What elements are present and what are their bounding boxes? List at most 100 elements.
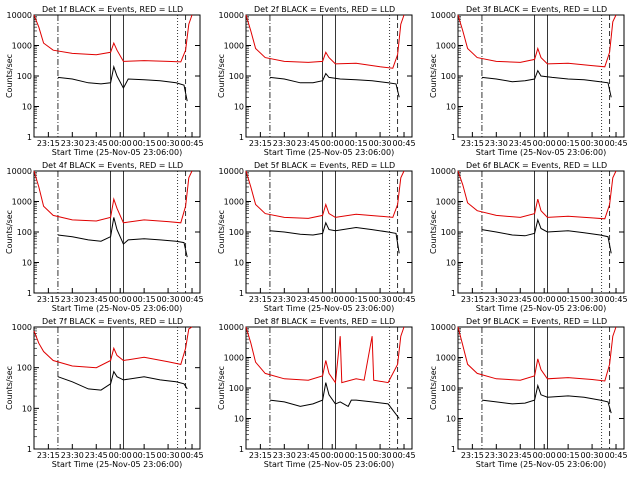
x-tick-label: 23:30 — [61, 139, 84, 148]
y-tick-label: 10000 — [431, 323, 456, 332]
y-tick-label: 10 — [234, 259, 244, 268]
x-axis-label: Start Time (25-Nov-05 23:06:00) — [264, 460, 394, 469]
panel-title: Det 8f BLACK = Events, RED = LLD — [254, 317, 395, 326]
panel-title: Det 9f BLACK = Events, RED = LLD — [466, 317, 607, 326]
panel-title: Det 7f BLACK = Events, RED = LLD — [42, 317, 183, 326]
x-tick-label: 00:45 — [180, 451, 203, 460]
x-tick-label: 00:30 — [157, 139, 180, 148]
y-tick-label: 10 — [234, 415, 244, 424]
y-axis-label: Counts/sec — [217, 210, 226, 254]
y-tick-label: 1000 — [224, 198, 244, 207]
plot-frame — [457, 326, 625, 450]
x-tick-label: 23:30 — [273, 451, 296, 460]
y-tick-label: 1000 — [436, 42, 456, 51]
y-tick-label: 10 — [22, 103, 32, 112]
x-tick-label: 00:15 — [557, 139, 580, 148]
plot-frame — [245, 14, 413, 138]
x-tick-label: 23:15 — [461, 451, 484, 460]
x-tick-label: 00:45 — [392, 139, 415, 148]
x-tick-label: 23:45 — [297, 451, 320, 460]
y-tick-label: 10 — [22, 259, 32, 268]
y-tick-label: 1 — [451, 445, 456, 454]
panel-title: Det 3f BLACK = Events, RED = LLD — [466, 5, 607, 14]
x-tick-label: 00:00 — [109, 451, 132, 460]
y-tick-label: 1000 — [12, 198, 32, 207]
y-tick-label: 1 — [239, 445, 244, 454]
y-axis-label: Counts/sec — [429, 54, 438, 98]
y-tick-label: 1 — [27, 133, 32, 142]
x-tick-label: 00:00 — [321, 139, 344, 148]
black-events-series — [57, 64, 188, 102]
x-tick-label: 23:45 — [85, 451, 108, 460]
panel-4: Det 4f BLACK = Events, RED = LLD 1 10 100 10… — [5, 161, 204, 313]
y-axis-label: Counts/sec — [429, 366, 438, 410]
x-axis-label: Start Time (25-Nov-05 23:06:00) — [52, 304, 182, 313]
y-axis-label: Counts/sec — [5, 366, 14, 410]
y-tick-label: 10 — [446, 415, 456, 424]
x-tick-label: 00:00 — [533, 139, 556, 148]
x-tick-label: 00:00 — [533, 451, 556, 460]
x-tick-label: 00:30 — [157, 451, 180, 460]
x-tick-label: 00:30 — [369, 295, 392, 304]
x-tick-label: 00:15 — [557, 295, 580, 304]
x-tick-label: 23:45 — [297, 295, 320, 304]
y-tick-label: 1000 — [436, 354, 456, 363]
panel-title: Det 6f BLACK = Events, RED = LLD — [466, 161, 607, 170]
y-tick-label: 10 — [446, 259, 456, 268]
y-tick-label: 100 — [229, 384, 244, 393]
red-lld-series — [457, 14, 617, 68]
x-tick-label: 00:45 — [180, 139, 203, 148]
x-tick-label: 23:45 — [509, 139, 532, 148]
y-tick-label: 1 — [27, 445, 32, 454]
panel-title: Det 5f BLACK = Events, RED = LLD — [254, 161, 395, 170]
x-axis-label: Start Time (25-Nov-05 23:06:00) — [264, 304, 394, 313]
black-events-series — [269, 382, 400, 419]
x-tick-label: 23:30 — [485, 295, 508, 304]
x-tick-label: 23:30 — [61, 295, 84, 304]
black-events-series — [269, 72, 400, 98]
x-tick-label: 23:30 — [485, 139, 508, 148]
x-tick-label: 00:45 — [604, 295, 627, 304]
x-axis-label: Start Time (25-Nov-05 23:06:00) — [264, 148, 394, 157]
x-tick-label: 23:15 — [37, 451, 60, 460]
y-tick-label: 100 — [441, 384, 456, 393]
panel-6: Det 6f BLACK = Events, RED = LLD 1 10 100 10… — [429, 161, 628, 313]
y-tick-label: 100 — [441, 228, 456, 237]
panel-3: Det 3f BLACK = Events, RED = LLD 1 10 100 10… — [429, 5, 628, 157]
x-tick-label: 23:15 — [461, 139, 484, 148]
black-events-series — [57, 217, 188, 258]
red-lld-series — [245, 170, 405, 219]
black-events-series — [481, 69, 612, 98]
black-events-series — [269, 221, 400, 254]
x-tick-label: 23:45 — [509, 295, 532, 304]
plot-frame — [457, 170, 625, 294]
x-tick-label: 00:30 — [369, 451, 392, 460]
x-tick-label: 00:30 — [581, 139, 604, 148]
y-tick-label: 10000 — [219, 11, 244, 20]
x-tick-label: 00:00 — [321, 451, 344, 460]
y-tick-label: 100 — [17, 72, 32, 81]
x-tick-label: 00:30 — [157, 295, 180, 304]
x-tick-label: 00:45 — [180, 295, 203, 304]
panel-title: Det 4f BLACK = Events, RED = LLD — [42, 161, 183, 170]
x-tick-label: 23:45 — [85, 295, 108, 304]
black-events-series — [57, 370, 188, 391]
x-tick-label: 23:30 — [273, 295, 296, 304]
y-tick-label: 100 — [441, 72, 456, 81]
y-tick-label: 1 — [239, 133, 244, 142]
plot-frame — [33, 326, 201, 450]
red-lld-series — [457, 170, 617, 220]
y-axis-label: Counts/sec — [5, 210, 14, 254]
x-tick-label: 00:45 — [392, 451, 415, 460]
x-tick-label: 23:15 — [461, 295, 484, 304]
panel-1: Det 1f BLACK = Events, RED = LLD 1 10 100 10… — [5, 5, 204, 157]
x-tick-label: 23:15 — [249, 139, 272, 148]
y-tick-label: 10000 — [7, 167, 32, 176]
red-lld-series — [33, 326, 193, 369]
x-tick-label: 00:45 — [392, 295, 415, 304]
x-tick-label: 00:00 — [321, 295, 344, 304]
x-tick-label: 23:15 — [37, 295, 60, 304]
x-tick-label: 00:00 — [109, 295, 132, 304]
